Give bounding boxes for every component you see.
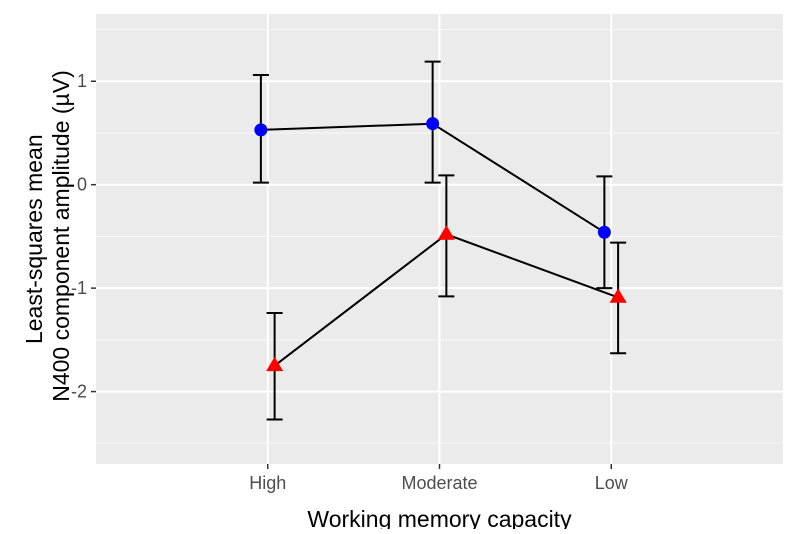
x-tick-label: Moderate: [401, 473, 477, 493]
x-axis-title: Working memory capacity: [307, 506, 572, 529]
y-axis-title: Least-squares mean N400 component amplit…: [21, 70, 74, 402]
data-point-circle: [426, 117, 440, 131]
series-2: [266, 174, 627, 421]
y-tick-label: -1: [71, 278, 87, 298]
y-axis-title-line-1: Least-squares mean: [21, 134, 47, 344]
data-point-triangle: [266, 356, 284, 372]
data-point-triangle: [609, 288, 627, 303]
x-axis-ticks: High Moderate Low: [249, 464, 629, 493]
series-1: [252, 60, 613, 290]
x-tick-label: Low: [595, 473, 629, 493]
data-point-circle: [597, 225, 611, 239]
series-layer: [252, 60, 627, 421]
x-tick-label: High: [249, 473, 286, 493]
y-tick-label: 0: [77, 175, 87, 195]
y-tick-label: -2: [71, 382, 87, 402]
y-tick-label: 1: [77, 71, 87, 91]
data-point-circle: [254, 123, 268, 137]
y-axis-ticks: 1 0 -1 -2: [71, 71, 96, 402]
y-axis-title-line-2: N400 component amplitude (µV): [48, 70, 74, 402]
data-point-triangle: [437, 225, 455, 240]
